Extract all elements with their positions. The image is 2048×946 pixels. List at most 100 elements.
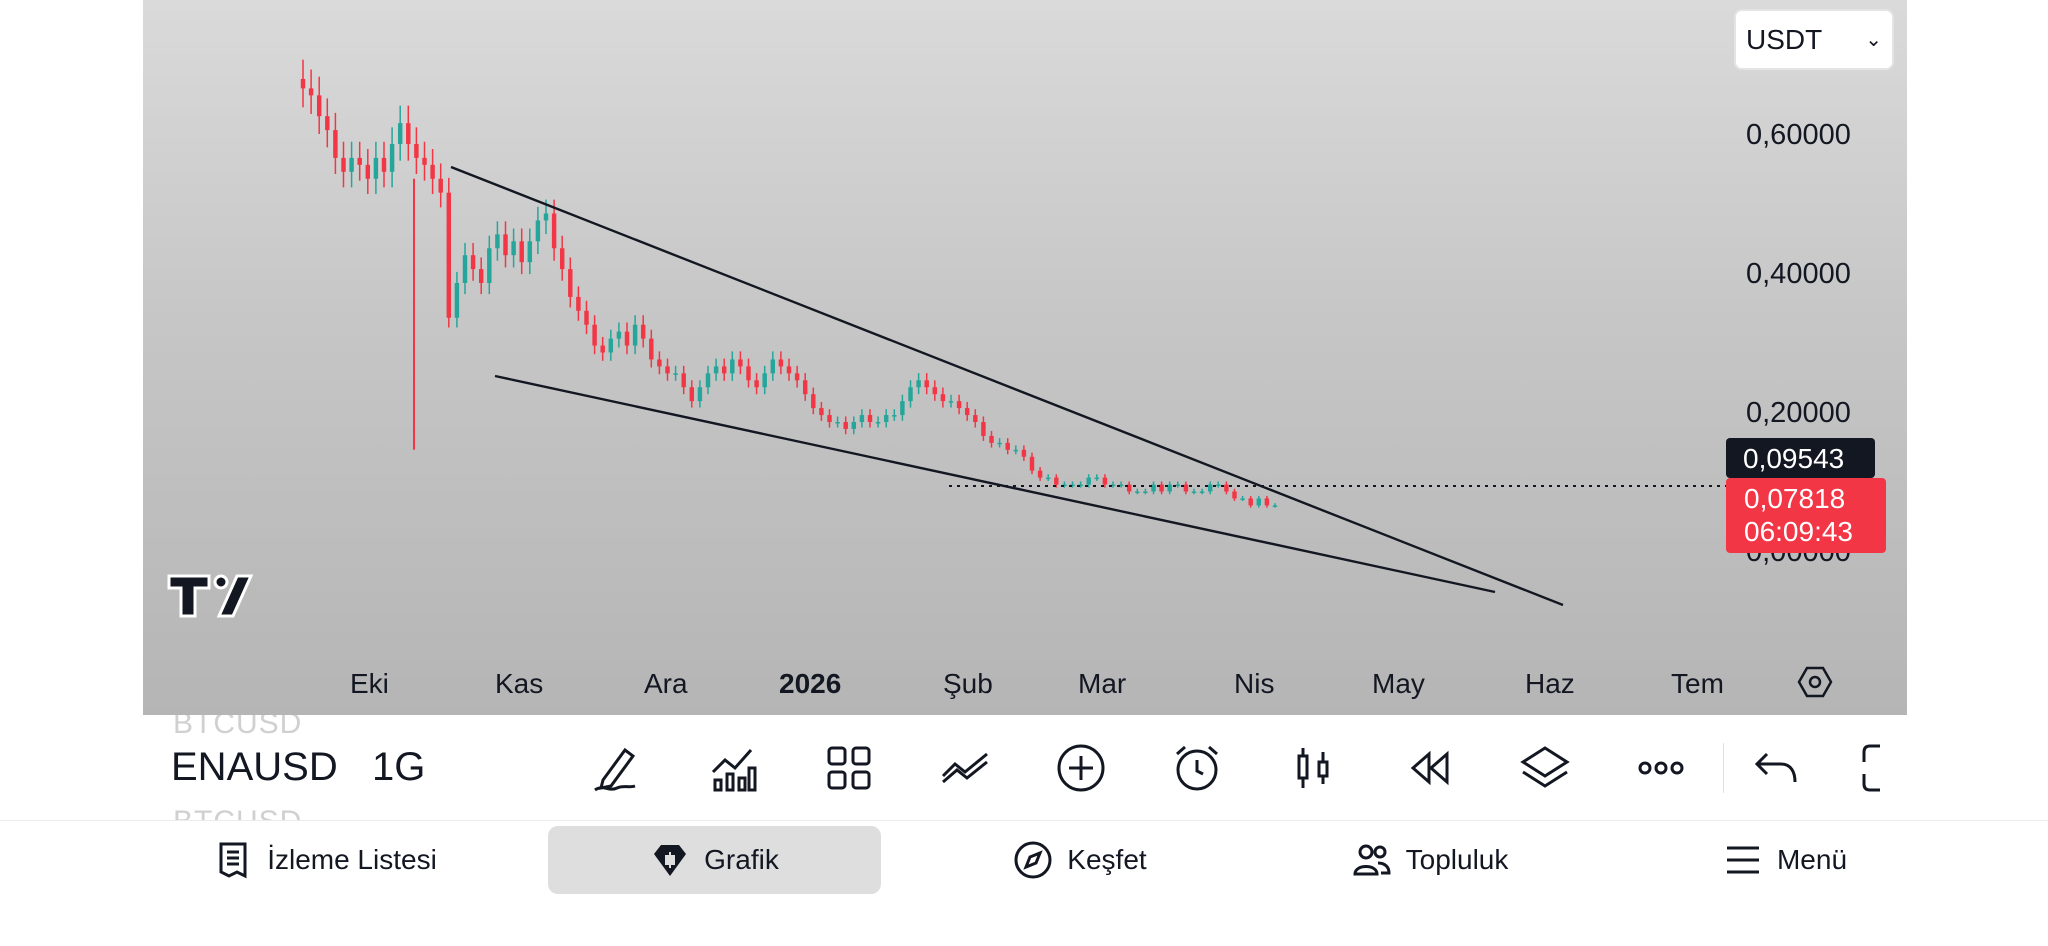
candle-body [940,394,946,402]
nav-item-community[interactable]: Topluluk [1310,826,1550,894]
alert-clock-icon[interactable] [1166,737,1228,799]
candle-body [438,178,443,193]
candle-body [462,255,468,283]
candle-body [406,123,411,144]
candle-body [576,296,581,311]
candle-body [1094,477,1100,480]
candle-body [584,310,589,325]
candle-body [478,269,484,283]
candle-body [981,422,986,436]
candle-body [851,422,857,429]
chart-settings-icon[interactable] [1797,666,1833,698]
candle-type-icon[interactable] [1282,737,1344,799]
undo-icon[interactable] [1746,737,1808,799]
candle-body [867,415,873,422]
more-icon[interactable] [1630,737,1692,799]
nav-item-explore-label: Keşfet [1067,844,1147,875]
ghost-symbol-below: BTCUSD [173,805,302,820]
time-axis-label-nis: Nis [1234,668,1274,699]
candle-body [973,415,978,422]
candle-body [341,157,346,172]
candle-body [681,373,686,388]
candle-body [794,373,800,381]
countdown-text: 06:09:43 [1744,516,1853,547]
price-axis-label-0-6: 0,60000 [1746,119,1851,151]
candle-body [1078,484,1083,487]
candle-body [1126,484,1132,492]
layers-icon[interactable] [1514,737,1576,799]
candle-body [1005,442,1010,450]
currency-select-value: USDT [1746,23,1823,55]
time-axis-label-kas: Kas [495,668,543,699]
replay-icon[interactable] [1398,737,1460,799]
symbol-search-button[interactable]: ENAUSD [171,745,338,789]
drawing-pen-icon[interactable] [586,737,648,799]
community-icon [1353,844,1391,876]
candle-body [859,415,865,422]
candle-body [843,422,848,429]
candle-body [1102,477,1108,485]
candle-body [430,164,435,179]
watchlist-icon [219,842,247,879]
candle-body [819,408,824,416]
candle-body [470,255,476,270]
compare-icon[interactable] [934,737,996,799]
nav-item-watchlist-label: İzleme Listesi [267,844,437,875]
candle-body [948,401,954,403]
chart-toolbar: BTCUSD ENAUSD 1G BTCUSD [143,715,1907,820]
candle-body [1054,477,1059,485]
candle-body [762,373,767,388]
trendline-upper[interactable] [450,165,1564,607]
currency-select[interactable]: USDT ⌄ [1734,9,1894,70]
indicators-icon[interactable] [702,737,764,799]
nav-item-explore[interactable]: Keşfet [960,826,1200,894]
candle-body [503,234,508,256]
candle-body [754,380,759,388]
nav-item-watchlist[interactable]: İzleme Listesi [190,826,460,894]
candle-body [1037,470,1043,478]
candle-body [1021,449,1027,457]
candle-body [1191,491,1197,493]
candle-body [381,157,387,172]
time-axis-label-2026: 2026 [779,668,841,699]
candle-body [357,157,362,165]
time-axis-label-eki: Eki [350,668,389,699]
candle-body [997,442,1002,445]
fullscreen-icon[interactable] [1853,737,1907,799]
candle-body [325,116,330,131]
nav-item-menu[interactable]: Menü [1700,826,1870,894]
candle-body [770,359,776,374]
nav-item-chart[interactable]: Grafik [548,826,881,894]
add-icon[interactable] [1050,737,1112,799]
reference-price-text: 0,09543 [1743,443,1844,474]
candle-body [1232,491,1237,499]
trendline-lower[interactable] [494,374,1496,594]
candle-body [1256,498,1262,506]
candle-body [730,359,735,374]
candle-body [778,359,784,367]
candle-body [551,213,557,249]
chart-diamond-icon [654,845,687,876]
candle-body [1135,491,1140,493]
candle-body [705,373,711,388]
candle-body [624,331,630,346]
candle-body [1143,491,1148,493]
candle-body [535,220,541,242]
interval-button[interactable]: 1G [372,745,426,789]
candle-body [365,164,371,179]
time-axis-label-ara: Ara [644,668,688,699]
candle-body [1118,484,1124,487]
candle-body [608,338,614,353]
candle-body [640,324,646,339]
price-axis-label-0-4: 0,40000 [1746,258,1851,290]
candle-body [1175,484,1181,487]
candle-body [1029,456,1035,471]
time-axis-label-may: May [1372,668,1425,699]
time-axis-label-tem: Tem [1671,668,1724,699]
nav-item-community-label: Topluluk [1405,844,1509,875]
templates-grid-icon[interactable] [818,737,880,799]
candle-body [454,283,460,318]
candle-body [511,241,516,256]
